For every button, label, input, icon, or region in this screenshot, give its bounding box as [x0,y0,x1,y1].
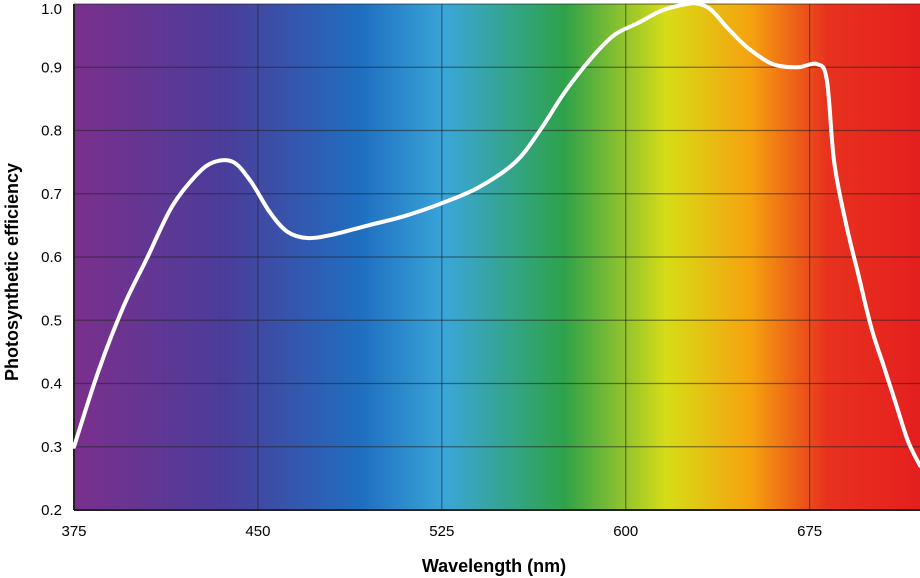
y-tick-label: 1.0 [41,1,62,18]
y-tick-label: 0.5 [41,312,62,329]
y-tick-label: 0.4 [41,376,62,393]
x-tick-label: 600 [613,523,638,540]
y-tick-label: 0.3 [41,439,62,456]
x-tick-label: 450 [245,523,270,540]
y-axis-ticks: 1.0 0.9 0.8 0.7 0.6 0.5 0.4 0.3 0.2 [41,1,62,519]
y-tick-label: 0.7 [41,186,62,203]
y-tick-label: 0.2 [41,502,62,519]
efficiency-curve [72,1,920,468]
x-tick-label: 525 [429,523,454,540]
x-axis-label: Wavelength (nm) [422,556,566,576]
y-tick-label: 0.9 [41,59,62,76]
grid-lines [73,3,920,511]
x-tick-label: 375 [61,523,86,540]
y-tick-label: 0.6 [41,249,62,266]
y-tick-label: 0.8 [41,123,62,140]
y-axis-label: Photosynthetic efficiency [2,163,22,381]
x-tick-label: 675 [797,523,822,540]
x-axis-ticks: 375 450 525 600 675 [61,523,822,540]
